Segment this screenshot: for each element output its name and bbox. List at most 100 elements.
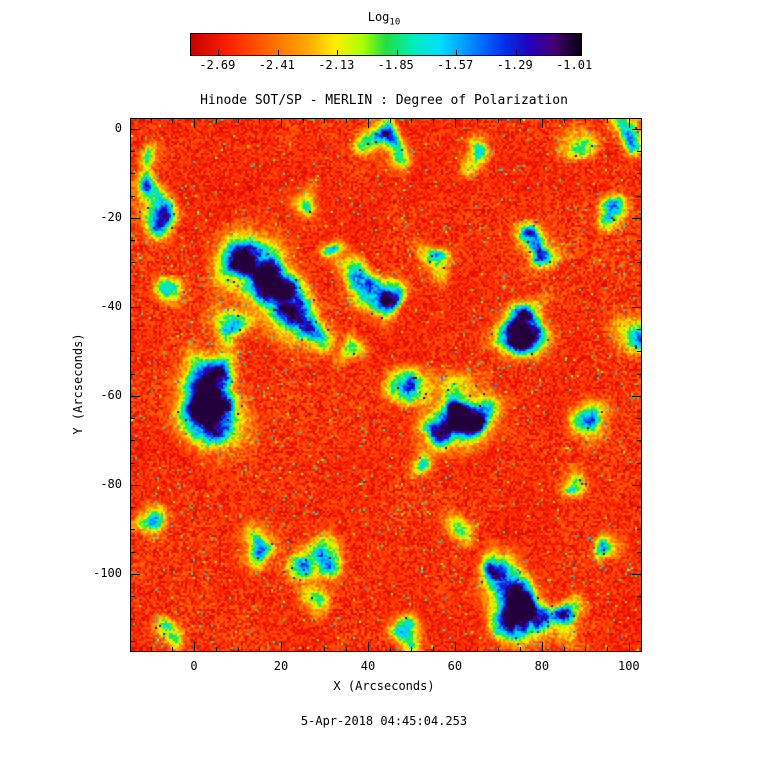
- axis-tick-mark: [411, 119, 413, 123]
- colorbar-tick-label: -2.41: [258, 58, 295, 72]
- colorbar: [190, 33, 582, 56]
- colorbar-tick-mark: [396, 50, 398, 55]
- axis-tick-mark: [131, 240, 135, 242]
- axis-tick-mark: [131, 151, 135, 153]
- y-tick-label: -40: [100, 298, 122, 313]
- axis-tick-mark: [637, 151, 641, 153]
- axis-tick-mark: [632, 395, 641, 397]
- axis-tick-mark: [131, 462, 135, 464]
- colorbar-tick-mark: [277, 50, 279, 55]
- x-tick-label: 20: [273, 659, 289, 673]
- axis-tick-mark: [259, 647, 261, 651]
- axis-tick-mark: [131, 596, 135, 598]
- axis-tick-mark: [131, 418, 135, 420]
- axis-tick-mark: [346, 119, 348, 123]
- heatmap-canvas: [131, 119, 641, 651]
- axis-tick-mark: [637, 195, 641, 197]
- axis-tick-mark: [131, 173, 135, 175]
- axis-tick-mark: [637, 373, 641, 375]
- axis-tick-mark: [215, 647, 217, 651]
- x-axis-label: X (Arcseconds): [333, 679, 435, 693]
- y-tick-label: -60: [100, 387, 122, 402]
- y-axis-label: Y (Arcseconds): [71, 333, 85, 435]
- axis-tick-mark: [367, 642, 369, 651]
- axis-tick-mark: [172, 119, 174, 123]
- colorbar-tick-label: -2.69: [199, 58, 236, 72]
- colorbar-tick-mark: [337, 50, 339, 55]
- axis-tick-mark: [585, 119, 587, 123]
- axis-tick-mark: [281, 119, 282, 128]
- axis-tick-mark: [607, 647, 609, 651]
- axis-tick-mark: [563, 119, 565, 123]
- axis-tick-mark: [131, 551, 135, 553]
- axis-tick-mark: [476, 647, 478, 651]
- axis-tick-mark: [131, 306, 140, 308]
- axis-tick-mark: [237, 119, 239, 123]
- axis-tick-mark: [628, 119, 630, 128]
- axis-tick-mark: [389, 647, 391, 651]
- axis-tick-mark: [324, 119, 326, 123]
- axis-tick-mark: [194, 119, 196, 128]
- axis-tick-mark: [628, 642, 630, 651]
- axis-tick-mark: [433, 647, 435, 651]
- axis-tick-mark: [520, 119, 522, 123]
- axis-tick-mark: [632, 484, 641, 486]
- colorbar-title: Log10: [0, 10, 768, 27]
- axis-tick-mark: [131, 618, 135, 620]
- axis-tick-mark: [637, 551, 641, 553]
- axis-tick-mark: [541, 119, 543, 128]
- axis-tick-mark: [131, 351, 135, 353]
- axis-tick-mark: [637, 240, 641, 242]
- colorbar-gradient: [191, 34, 581, 55]
- axis-tick-mark: [637, 262, 641, 264]
- axis-tick-mark: [131, 373, 135, 375]
- axis-tick-mark: [237, 647, 239, 651]
- axis-tick-mark: [131, 440, 135, 442]
- y-tick-label: -80: [100, 476, 122, 491]
- axis-tick-mark: [632, 573, 641, 575]
- colorbar-tick-mark: [218, 50, 220, 55]
- plot-frame: [130, 118, 642, 652]
- x-tick-label: 60: [447, 659, 463, 673]
- axis-tick-mark: [632, 217, 641, 219]
- axis-tick-mark: [131, 507, 135, 509]
- axis-tick-mark: [637, 329, 641, 331]
- axis-tick-mark: [563, 647, 565, 651]
- axis-tick-mark: [215, 119, 217, 123]
- axis-tick-mark: [367, 119, 369, 128]
- axis-tick-mark: [454, 119, 456, 128]
- x-tick-label: 40: [360, 659, 376, 673]
- axis-tick-mark: [632, 306, 641, 308]
- axis-tick-mark: [302, 119, 304, 123]
- axis-tick-mark: [346, 647, 348, 651]
- axis-tick-mark: [637, 618, 641, 620]
- axis-tick-mark: [520, 647, 522, 651]
- axis-tick-mark: [637, 418, 641, 420]
- axis-tick-mark: [637, 640, 641, 642]
- axis-tick-mark: [585, 647, 587, 651]
- y-tick-label: 0: [114, 120, 122, 135]
- axis-tick-mark: [637, 284, 641, 286]
- axis-tick-mark: [131, 640, 135, 642]
- axis-tick-mark: [302, 647, 304, 651]
- axis-tick-mark: [637, 529, 641, 531]
- axis-tick-mark: [637, 440, 641, 442]
- axis-tick-mark: [324, 647, 326, 651]
- axis-tick-mark: [131, 573, 140, 575]
- x-tick-label: 0: [190, 659, 198, 673]
- axis-tick-mark: [131, 195, 135, 197]
- axis-tick-mark: [150, 119, 152, 123]
- axis-tick-mark: [498, 647, 500, 651]
- axis-tick-mark: [433, 119, 435, 123]
- axis-tick-mark: [259, 119, 261, 123]
- axis-tick-mark: [476, 119, 478, 123]
- timestamp: 5-Apr-2018 04:45:04.253: [300, 714, 468, 728]
- colorbar-tick-mark: [575, 50, 577, 55]
- colorbar-tick-mark: [515, 50, 517, 55]
- colorbar-tick-label: -1.57: [437, 58, 474, 72]
- y-tick-label: -20: [100, 209, 122, 224]
- axis-tick-mark: [150, 647, 152, 651]
- axis-tick-mark: [131, 395, 140, 397]
- axis-tick-mark: [637, 507, 641, 509]
- axis-tick-mark: [131, 329, 135, 331]
